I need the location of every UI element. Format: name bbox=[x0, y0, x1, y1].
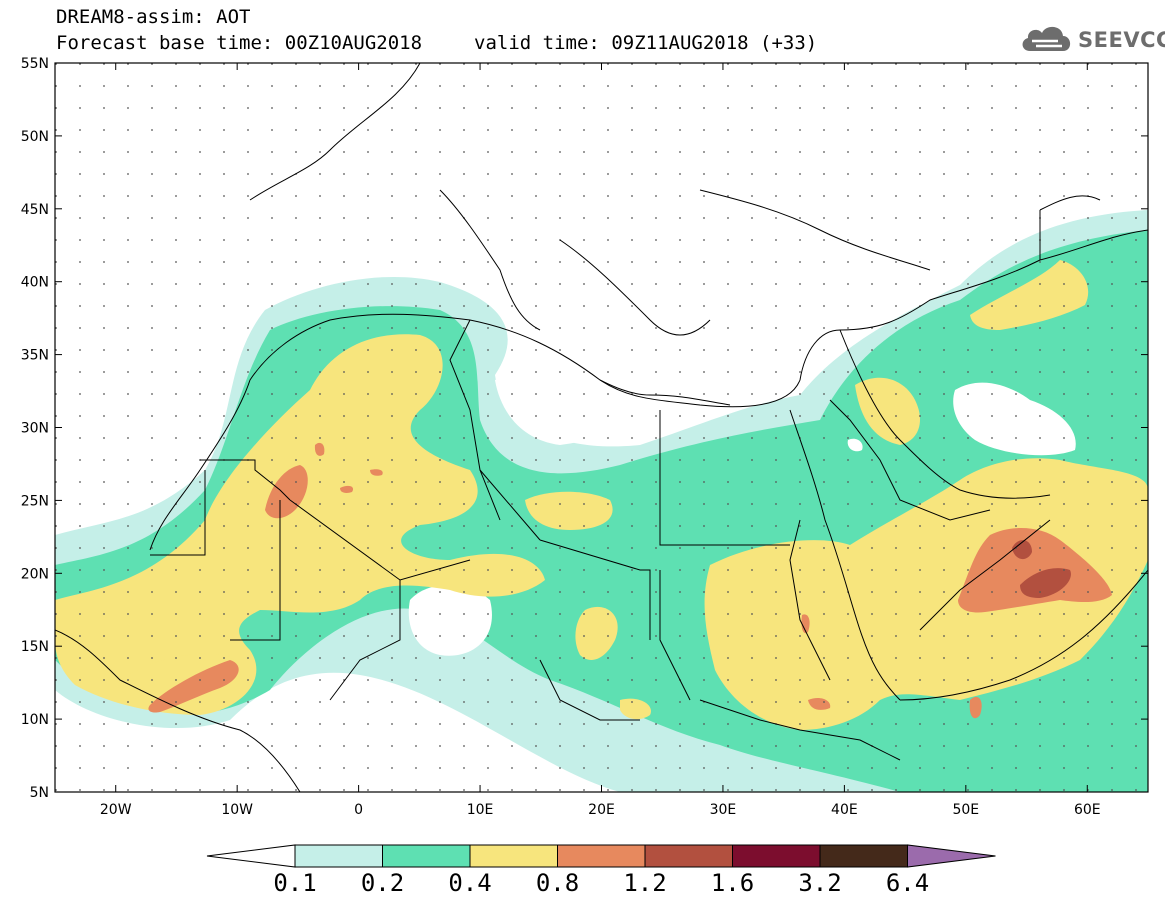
cloud-icon bbox=[1018, 21, 1074, 59]
lat-label: 5N bbox=[30, 785, 49, 801]
colorbar-segment bbox=[469, 844, 558, 868]
colorbar-segment bbox=[644, 844, 733, 868]
colorbar-segment bbox=[732, 844, 821, 868]
colorbar-left-arrow bbox=[206, 844, 296, 868]
colorbar-label: 0.8 bbox=[536, 869, 579, 897]
logo-text: SEEVCCC bbox=[1078, 28, 1165, 52]
lon-label: 10E bbox=[467, 802, 494, 818]
colorbar-right-arrow bbox=[907, 844, 996, 868]
lat-label: 25N bbox=[21, 493, 49, 509]
chart-title: DREAM8-assim: AOT bbox=[56, 6, 251, 28]
base-time: Forecast base time: 00Z10AUG2018 bbox=[56, 32, 423, 54]
colorbar-label: 0.4 bbox=[448, 869, 491, 897]
lon-label: 0 bbox=[354, 802, 363, 818]
lon-label: 20W bbox=[100, 802, 132, 818]
lon-label: 40E bbox=[831, 802, 858, 818]
lon-label: 20E bbox=[588, 802, 615, 818]
colorbar-label: 1.2 bbox=[623, 869, 666, 897]
coastlines bbox=[55, 63, 1148, 792]
lon-label: 60E bbox=[1074, 802, 1101, 818]
colorbar-segment bbox=[382, 844, 471, 868]
colorbar: 0.1 0.2 0.4 0.8 1.2 1.6 3.2 6.4 bbox=[206, 844, 996, 897]
valid-time: valid time: 09Z11AUG2018 (+33) bbox=[474, 32, 818, 54]
lat-label: 40N bbox=[21, 275, 49, 291]
latitude-axis: 55N 50N 45N 40N 35N 30N 25N 20N 15N 10N 5N bbox=[21, 56, 1148, 801]
lat-label: 10N bbox=[21, 712, 49, 728]
lat-label: 30N bbox=[21, 421, 49, 437]
lat-label: 45N bbox=[21, 202, 49, 218]
colorbar-label: 0.1 bbox=[273, 869, 316, 897]
aot-field bbox=[55, 63, 1148, 792]
lat-label: 50N bbox=[21, 129, 49, 145]
colorbar-segment bbox=[294, 844, 383, 868]
longitude-axis: 20W 10W 0 10E 20E 30E 40E 50E 60E bbox=[100, 63, 1101, 818]
colorbar-label: 1.6 bbox=[711, 869, 754, 897]
lat-label: 15N bbox=[21, 639, 49, 655]
seevccc-logo: SEEVCCC bbox=[1018, 22, 1165, 58]
time-info: Forecast base time: 00Z10AUG2018 valid ti… bbox=[56, 32, 817, 54]
lon-label: 30E bbox=[710, 802, 737, 818]
colorbar-label: 6.4 bbox=[886, 869, 929, 897]
colorbar-label: 3.2 bbox=[798, 869, 841, 897]
lat-label: 20N bbox=[21, 566, 49, 582]
colorbar-segment bbox=[557, 844, 646, 868]
lat-label: 55N bbox=[21, 56, 49, 72]
colorbar-segment bbox=[819, 844, 908, 868]
lat-label: 35N bbox=[21, 348, 49, 364]
lon-label: 50E bbox=[952, 802, 979, 818]
lon-label: 10W bbox=[221, 802, 253, 818]
colorbar-label: 0.2 bbox=[361, 869, 404, 897]
